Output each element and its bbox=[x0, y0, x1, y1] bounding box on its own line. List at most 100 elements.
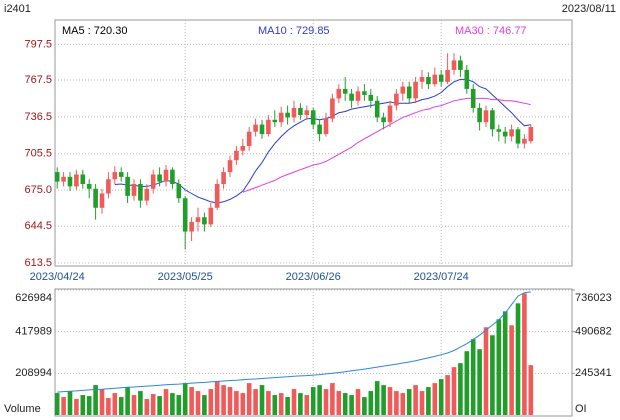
volume-bar bbox=[170, 393, 175, 415]
volume-bar bbox=[195, 391, 201, 415]
candle-body bbox=[61, 176, 66, 182]
candle-body bbox=[144, 188, 150, 201]
candle-body bbox=[445, 69, 450, 82]
candle-body bbox=[483, 110, 489, 123]
volume-bar bbox=[253, 389, 258, 415]
volume-bar bbox=[54, 393, 60, 415]
volume-bar bbox=[349, 395, 354, 415]
volume-bar bbox=[182, 383, 188, 415]
candle-body bbox=[170, 169, 175, 184]
candle-body bbox=[477, 107, 482, 123]
y-tick-label: 736.5 bbox=[24, 111, 52, 123]
volume-bar bbox=[67, 391, 73, 415]
candle-body bbox=[458, 60, 463, 70]
candle-body bbox=[464, 69, 470, 89]
candle-body bbox=[157, 174, 162, 182]
volume-bar bbox=[502, 311, 508, 415]
y-tick-label: 705.5 bbox=[24, 148, 52, 160]
candle-body bbox=[278, 112, 284, 123]
candle-body bbox=[291, 107, 297, 118]
volume-bar bbox=[464, 351, 470, 415]
volume-bar bbox=[368, 391, 374, 415]
symbol: i2401 bbox=[4, 3, 31, 15]
candle-body bbox=[394, 93, 399, 106]
y-tick-label: 208994 bbox=[15, 367, 52, 379]
candle-body bbox=[80, 174, 86, 184]
candle-body bbox=[304, 110, 310, 116]
volume-bar bbox=[106, 398, 111, 415]
candle-body bbox=[266, 119, 271, 135]
candle-body bbox=[432, 74, 438, 85]
volume-bar bbox=[323, 389, 329, 415]
volume-bar bbox=[355, 389, 361, 415]
oi-line bbox=[57, 291, 531, 393]
candle-body bbox=[189, 222, 194, 232]
y-tick-label: 417989 bbox=[15, 326, 52, 338]
candle-body bbox=[125, 176, 130, 196]
volume-bar bbox=[362, 397, 367, 415]
candle-body bbox=[330, 98, 335, 119]
volume-bar bbox=[381, 385, 386, 415]
volume-bar bbox=[445, 375, 450, 415]
candle-body bbox=[246, 131, 252, 146]
ma-legend: MA5 : 720.30 bbox=[62, 25, 127, 37]
candle-body bbox=[74, 174, 79, 187]
candle-body bbox=[221, 172, 226, 184]
x-tick-label: 2023/06/26 bbox=[286, 271, 341, 283]
candle-body bbox=[227, 160, 233, 173]
volume-bar bbox=[310, 387, 316, 415]
volume-bar bbox=[227, 387, 233, 415]
candle-body bbox=[195, 217, 201, 223]
volume-bar bbox=[438, 379, 444, 415]
candle-body bbox=[118, 172, 124, 177]
volume-bar bbox=[298, 393, 303, 415]
candle-body bbox=[522, 138, 527, 144]
volume-bar bbox=[509, 325, 514, 415]
volume-bar bbox=[458, 363, 463, 415]
candle-body bbox=[310, 110, 316, 125]
volume-bar bbox=[99, 389, 105, 415]
candle-body bbox=[387, 105, 393, 123]
candle-body bbox=[259, 124, 265, 135]
volume-bar bbox=[74, 399, 79, 415]
candle-body bbox=[298, 107, 303, 116]
candle-body bbox=[509, 129, 514, 137]
candle-body bbox=[362, 91, 367, 95]
candle-body bbox=[528, 126, 534, 142]
volume-bar bbox=[426, 387, 431, 415]
candle-body bbox=[182, 198, 188, 232]
candle-body bbox=[93, 188, 98, 208]
candle-body bbox=[150, 174, 156, 189]
ma-legend: MA30 : 746.77 bbox=[455, 25, 527, 37]
volume-bar bbox=[240, 393, 246, 415]
candle-body bbox=[374, 100, 380, 118]
candle-body bbox=[112, 172, 118, 180]
candle-body bbox=[342, 88, 348, 94]
candle-body bbox=[106, 179, 111, 194]
volume-bar bbox=[189, 387, 194, 415]
y2-tick-label: 736023 bbox=[575, 292, 612, 304]
candle-body bbox=[202, 217, 207, 225]
candle-body bbox=[515, 129, 521, 144]
volume-bar bbox=[419, 391, 425, 415]
volume-bar bbox=[93, 385, 98, 415]
volume-bar bbox=[163, 389, 169, 415]
x-tick-label: 2023/07/24 bbox=[414, 271, 469, 283]
candle-body bbox=[400, 86, 406, 94]
y-tick-label: 767.5 bbox=[24, 74, 52, 86]
candle-body bbox=[163, 169, 169, 182]
candle-body bbox=[349, 93, 354, 101]
volume-bar bbox=[131, 395, 137, 415]
candle-body bbox=[317, 124, 322, 135]
candle-body bbox=[234, 150, 239, 161]
volume-bar bbox=[86, 396, 92, 415]
volume-bar bbox=[202, 395, 207, 415]
y-tick-label: 797.5 bbox=[24, 38, 52, 50]
volume-bar bbox=[266, 391, 271, 415]
candle-body bbox=[490, 110, 495, 130]
candle-body bbox=[419, 77, 425, 82]
volume-bar bbox=[138, 391, 143, 415]
volume-bar bbox=[515, 303, 521, 415]
candle-body bbox=[99, 193, 105, 208]
x-tick-label: 2023/05/25 bbox=[158, 271, 213, 283]
